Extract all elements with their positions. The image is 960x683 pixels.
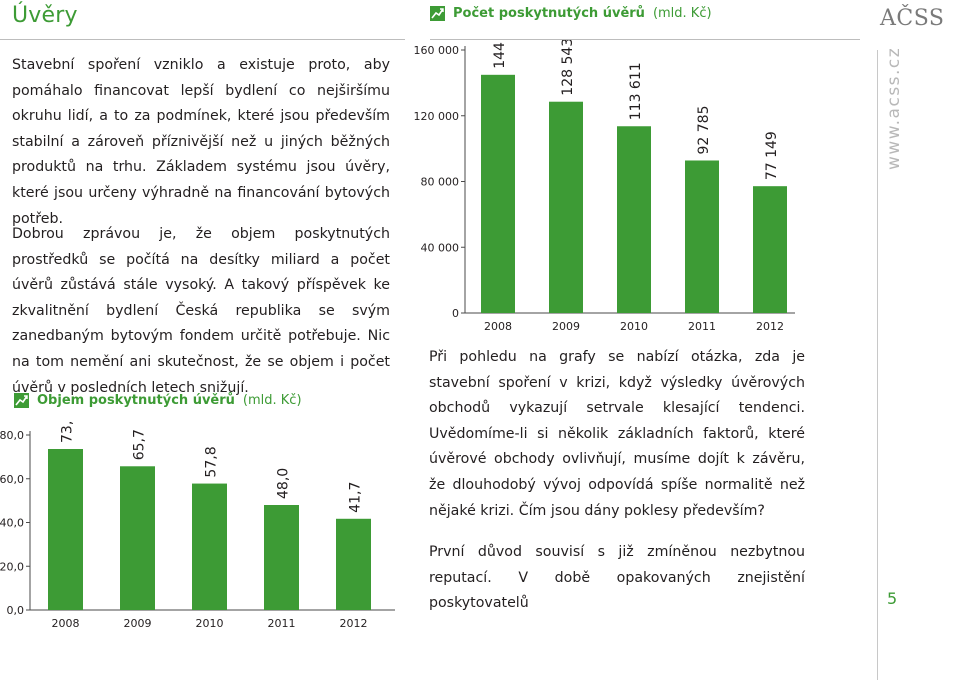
bar	[120, 466, 155, 610]
value-label: 92 785	[696, 105, 712, 154]
x-tick-label: 2010	[620, 320, 648, 333]
bar	[264, 505, 299, 610]
y-tick-label: 40 000	[421, 241, 460, 254]
chart-icon	[14, 393, 29, 408]
x-tick-label: 2010	[196, 617, 224, 630]
value-label: 144 907	[492, 40, 508, 69]
y-tick-label: 80 000	[421, 176, 460, 189]
chart-volume-unit: (mld. Kč)	[242, 393, 302, 408]
x-tick-label: 2008	[484, 320, 512, 333]
y-tick-label: 40,0	[0, 517, 24, 530]
page-number: 5	[887, 589, 898, 608]
paragraph-question: Při pohledu na grafy se nabízí otázka, z…	[429, 349, 805, 519]
chart-count-header: Počet poskytnutých úvěrů (mld. Kč)	[430, 6, 712, 21]
bar	[753, 186, 787, 313]
value-label: 41,7	[348, 482, 364, 513]
chart-count-title: Počet poskytnutých úvěrů	[453, 6, 645, 21]
header-rule	[0, 39, 405, 40]
y-tick-label: 160 000	[414, 44, 460, 57]
y-tick-label: 20,0	[0, 560, 24, 573]
x-tick-label: 2011	[268, 617, 296, 630]
chart-count: 0 40 000 80 000 120 000 160 000 2008 144 907 20…	[414, 40, 795, 333]
bar	[617, 126, 651, 313]
chart-icon	[430, 6, 445, 21]
value-label: 128 543	[560, 40, 576, 96]
y-tick-label: 120 000	[414, 110, 460, 123]
paragraph-first-reason: První důvod souvisí s již zmíněnou nezby…	[429, 544, 805, 612]
bar	[685, 160, 719, 313]
value-label: 65,7	[132, 429, 148, 460]
y-tick-label: 0,0	[7, 604, 25, 617]
site-url: www.acss.cz	[884, 46, 904, 170]
paragraph-intro: Stavební spoření vzniklo a existuje prot…	[12, 57, 390, 227]
chart-count-unit: (mld. Kč)	[652, 6, 712, 21]
x-tick-label: 2008	[52, 617, 80, 630]
y-tick-label: 60,0	[0, 473, 24, 486]
x-tick-label: 2012	[340, 617, 368, 630]
value-label: 77 149	[764, 131, 780, 180]
value-label: 73,6	[60, 420, 76, 443]
bar	[481, 74, 515, 314]
y-tick-label: 0	[452, 307, 459, 320]
chart-volume-header: Objem poskytnutých úvěrů (mld. Kč)	[14, 393, 302, 408]
chart-volume: 0,0 20,0 40,0 60,0 80,0 2008 73,6 2009 65,7 2010 5…	[0, 420, 395, 630]
page-title: Úvěry	[12, 3, 78, 28]
margin-rule	[877, 50, 878, 680]
bar	[48, 449, 83, 610]
bar	[549, 101, 583, 313]
acss-logo: AČSS	[880, 4, 956, 34]
y-tick-label: 80,0	[0, 429, 24, 442]
bar	[336, 518, 371, 610]
logo-text: AČSS	[880, 6, 945, 31]
x-tick-label: 2011	[688, 320, 716, 333]
chart-volume-title: Objem poskytnutých úvěrů	[37, 393, 235, 408]
paragraph-good-news: Dobrou zprávou je, že objem poskytnutých…	[12, 226, 390, 396]
value-label: 48,0	[276, 468, 292, 499]
header-rule-right	[430, 39, 860, 40]
value-label: 57,8	[204, 446, 220, 477]
x-tick-label: 2012	[756, 320, 784, 333]
x-tick-label: 2009	[124, 617, 152, 630]
bar	[192, 483, 227, 610]
value-label: 113 611	[628, 62, 644, 120]
x-tick-label: 2009	[552, 320, 580, 333]
